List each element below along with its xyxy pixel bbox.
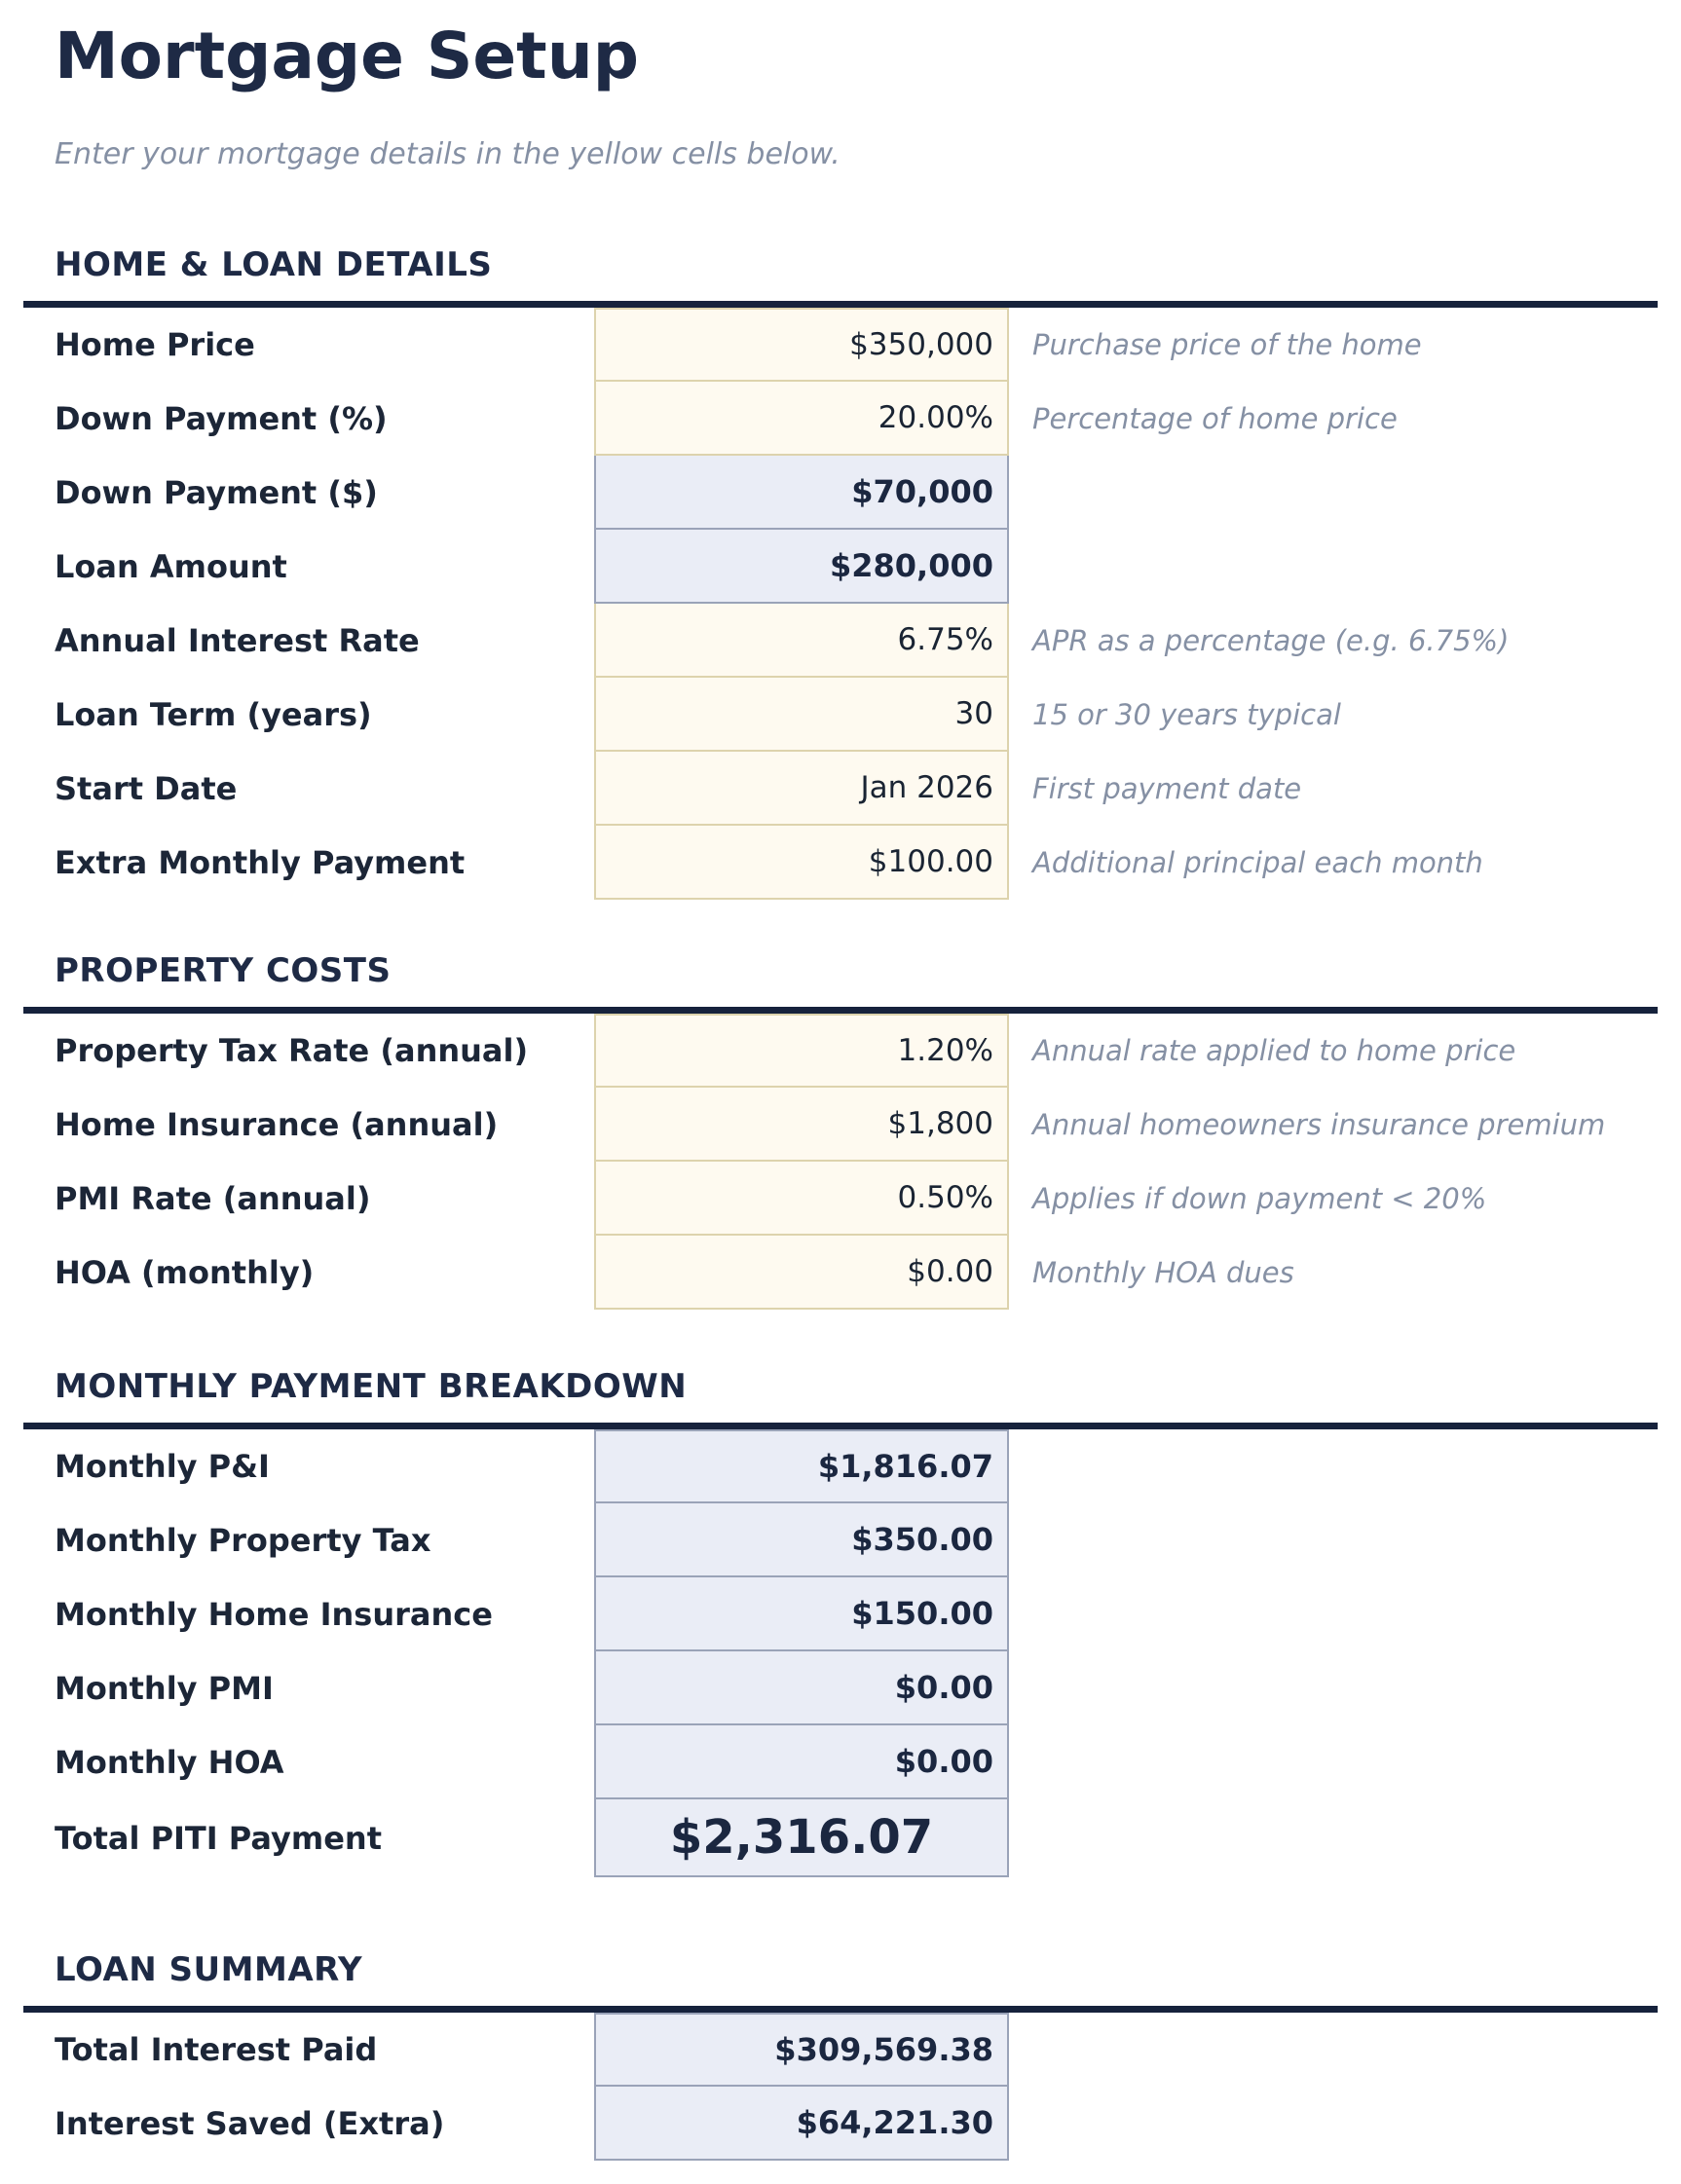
monthly-hoa-label: Monthly HOA: [55, 1744, 284, 1782]
table-row: Annual Interest Rate 6.75% APR as a percen…: [23, 604, 1658, 679]
monthly-pi-label: Monthly P&I: [55, 1448, 270, 1486]
monthly-home-insurance-value-cell: $150.00: [594, 1577, 1009, 1652]
hoa-monthly-label: HOA (monthly): [55, 1254, 315, 1292]
section-header-loan-summary: LOAN SUMMARY: [55, 1950, 363, 1990]
monthly-hoa-value-cell: $0.00: [594, 1725, 1009, 1800]
monthly-pmi-note: [1009, 1651, 1658, 1725]
property-tax-rate-label: Property Tax Rate (annual): [55, 1032, 529, 1070]
property-tax-rate-note: Annual rate applied to home price: [1032, 1034, 1516, 1068]
home-price-label: Home Price: [55, 326, 255, 364]
loan-term-note: 15 or 30 years typical: [1032, 698, 1341, 732]
monthly-home-insurance-label: Monthly Home Insurance: [55, 1596, 493, 1634]
hoa-monthly-note: Monthly HOA dues: [1032, 1256, 1294, 1290]
section-monthly-payment-breakdown: MONTHLY PAYMENT BREAKDOWN Monthly P&I $1,…: [23, 1366, 1658, 1878]
table-row: Home Insurance (annual) $1,800 Annual home…: [23, 1088, 1658, 1163]
section-header-home-loan-details: HOME & LOAN DETAILS: [55, 245, 493, 285]
section-divider: [23, 301, 1658, 309]
total-piti-payment-note: [1009, 1799, 1658, 1877]
section-divider: [23, 1007, 1658, 1015]
interest-saved-extra-note: [1009, 2087, 1658, 2161]
total-piti-payment-value-cell: $2,316.07: [594, 1799, 1009, 1878]
total-interest-paid-value-cell: $309,569.38: [594, 2013, 1009, 2088]
section-rows: Monthly P&I $1,816.07 Monthly Property Tax…: [23, 1429, 1658, 1878]
monthly-home-insurance-note: [1009, 1577, 1658, 1651]
extra-monthly-payment-label: Extra Monthly Payment: [55, 844, 466, 882]
home-insurance-note: Annual homeowners insurance premium: [1032, 1108, 1606, 1142]
hoa-monthly-input-cell[interactable]: $0.00: [594, 1236, 1009, 1311]
total-piti-payment-label: Total PITI Payment: [55, 1820, 382, 1858]
section-divider: [23, 2006, 1658, 2014]
section-rows: Total Interest Paid $309,569.38 Interest S…: [23, 2013, 1658, 2162]
section-rows: Property Tax Rate (annual) 1.20% Annual ra…: [23, 1014, 1658, 1311]
table-row: Total PITI Payment $2,316.07: [23, 1799, 1658, 1878]
section-divider: [23, 1423, 1658, 1430]
loan-term-label: Loan Term (years): [55, 696, 372, 734]
monthly-property-tax-value-cell: $350.00: [594, 1503, 1009, 1578]
monthly-pi-value-cell: $1,816.07: [594, 1429, 1009, 1504]
monthly-hoa-note: [1009, 1725, 1658, 1799]
table-row: Down Payment ($) $70,000: [23, 456, 1658, 531]
section-header-monthly-payment-breakdown: MONTHLY PAYMENT BREAKDOWN: [55, 1367, 688, 1407]
table-row: Property Tax Rate (annual) 1.20% Annual ra…: [23, 1014, 1658, 1089]
home-price-input-cell[interactable]: $350,000: [594, 308, 1009, 383]
home-price-note: Purchase price of the home: [1032, 328, 1422, 362]
start-date-label: Start Date: [55, 770, 238, 808]
down-payment-percent-note: Percentage of home price: [1032, 402, 1398, 436]
table-row: PMI Rate (annual) 0.50% Applies if down pa…: [23, 1162, 1658, 1237]
loan-amount-label: Loan Amount: [55, 548, 287, 586]
down-payment-dollars-label: Down Payment ($): [55, 474, 378, 512]
table-row: Monthly PMI $0.00: [23, 1651, 1658, 1726]
extra-monthly-payment-input-cell[interactable]: $100.00: [594, 826, 1009, 901]
page-subtitle: Enter your mortgage details in the yello…: [55, 137, 840, 172]
section-home-loan-details: HOME & LOAN DETAILS Home Price $350,000 Pu…: [23, 244, 1658, 901]
pmi-rate-note: Applies if down payment < 20%: [1032, 1182, 1487, 1216]
mortgage-setup-page: Mortgage Setup Enter your mortgage detai…: [0, 18, 1681, 2184]
table-row: HOA (monthly) $0.00 Monthly HOA dues: [23, 1236, 1658, 1311]
loan-term-input-cell[interactable]: 30: [594, 678, 1009, 753]
home-insurance-input-cell[interactable]: $1,800: [594, 1088, 1009, 1163]
section-loan-summary: LOAN SUMMARY Total Interest Paid $309,569…: [23, 1949, 1658, 2162]
pmi-rate-label: PMI Rate (annual): [55, 1180, 371, 1218]
loan-amount-value-cell: $280,000: [594, 530, 1009, 605]
table-row: Total Interest Paid $309,569.38: [23, 2013, 1658, 2088]
table-row: Monthly Property Tax $350.00: [23, 1503, 1658, 1578]
monthly-property-tax-note: [1009, 1503, 1658, 1577]
total-interest-paid-label: Total Interest Paid: [55, 2031, 378, 2069]
table-row: Home Price $350,000 Purchase price of the …: [23, 308, 1658, 383]
down-payment-percent-label: Down Payment (%): [55, 400, 388, 438]
annual-interest-rate-note: APR as a percentage (e.g. 6.75%): [1032, 624, 1510, 658]
property-tax-rate-input-cell[interactable]: 1.20%: [594, 1014, 1009, 1089]
home-insurance-label: Home Insurance (annual): [55, 1106, 499, 1144]
monthly-property-tax-label: Monthly Property Tax: [55, 1522, 431, 1560]
extra-monthly-payment-note: Additional principal each month: [1032, 846, 1483, 880]
interest-saved-extra-label: Interest Saved (Extra): [55, 2105, 445, 2143]
table-row: Monthly Home Insurance $150.00: [23, 1577, 1658, 1652]
interest-saved-extra-value-cell: $64,221.30: [594, 2087, 1009, 2162]
monthly-pi-note: [1009, 1429, 1658, 1503]
start-date-input-cell[interactable]: Jan 2026: [594, 752, 1009, 827]
table-row: Monthly HOA $0.00: [23, 1725, 1658, 1800]
loan-amount-note: [1009, 530, 1658, 604]
down-payment-dollars-value-cell: $70,000: [594, 456, 1009, 531]
table-row: Start Date Jan 2026 First payment date: [23, 752, 1658, 827]
down-payment-percent-input-cell[interactable]: 20.00%: [594, 382, 1009, 457]
section-header-property-costs: PROPERTY COSTS: [55, 951, 392, 991]
total-interest-paid-note: [1009, 2013, 1658, 2087]
table-row: Monthly P&I $1,816.07: [23, 1429, 1658, 1504]
section-rows: Home Price $350,000 Purchase price of the …: [23, 308, 1658, 901]
table-row: Interest Saved (Extra) $64,221.30: [23, 2087, 1658, 2162]
table-row: Loan Term (years) 30 15 or 30 years typica…: [23, 678, 1658, 753]
page-title: Mortgage Setup: [55, 19, 639, 93]
annual-interest-rate-input-cell[interactable]: 6.75%: [594, 604, 1009, 679]
table-row: Extra Monthly Payment $100.00 Additional p…: [23, 826, 1658, 901]
section-property-costs: PROPERTY COSTS Property Tax Rate (annual…: [23, 950, 1658, 1311]
start-date-note: First payment date: [1032, 772, 1302, 806]
table-row: Down Payment (%) 20.00% Percentage of home…: [23, 382, 1658, 457]
table-row: Loan Amount $280,000: [23, 530, 1658, 605]
pmi-rate-input-cell[interactable]: 0.50%: [594, 1162, 1009, 1237]
monthly-pmi-label: Monthly PMI: [55, 1670, 274, 1708]
monthly-pmi-value-cell: $0.00: [594, 1651, 1009, 1726]
annual-interest-rate-label: Annual Interest Rate: [55, 622, 420, 660]
down-payment-dollars-note: [1009, 456, 1658, 530]
